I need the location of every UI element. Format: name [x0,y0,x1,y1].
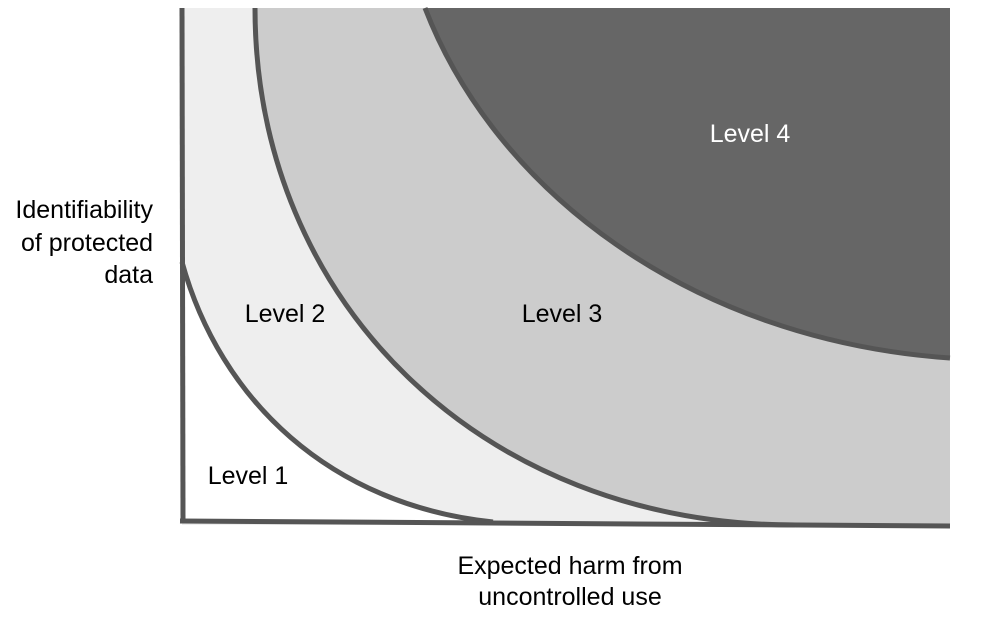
level-3-label: Level 3 [522,300,603,328]
x-axis-label-line-1: Expected harm from [457,552,682,580]
level-2-boundary [252,7,796,528]
level-1-region [182,262,493,522]
level-1-boundary [179,261,494,525]
level-1-label: Level 1 [208,462,289,490]
level-4-region [425,8,950,358]
x-axis-label-line-2: uncontrolled use [478,583,661,611]
y-axis-label-line-3: data [104,261,153,289]
level-3-boundary [422,7,951,361]
y-axis-label-line-2: of protected [21,229,153,257]
y-axis-label-line-1: Identifiability [15,196,153,224]
y-axis-line [179,7,186,523]
level-2-label: Level 2 [245,300,326,328]
level-4-label: Level 4 [710,120,791,148]
x-axis-line [179,518,951,529]
